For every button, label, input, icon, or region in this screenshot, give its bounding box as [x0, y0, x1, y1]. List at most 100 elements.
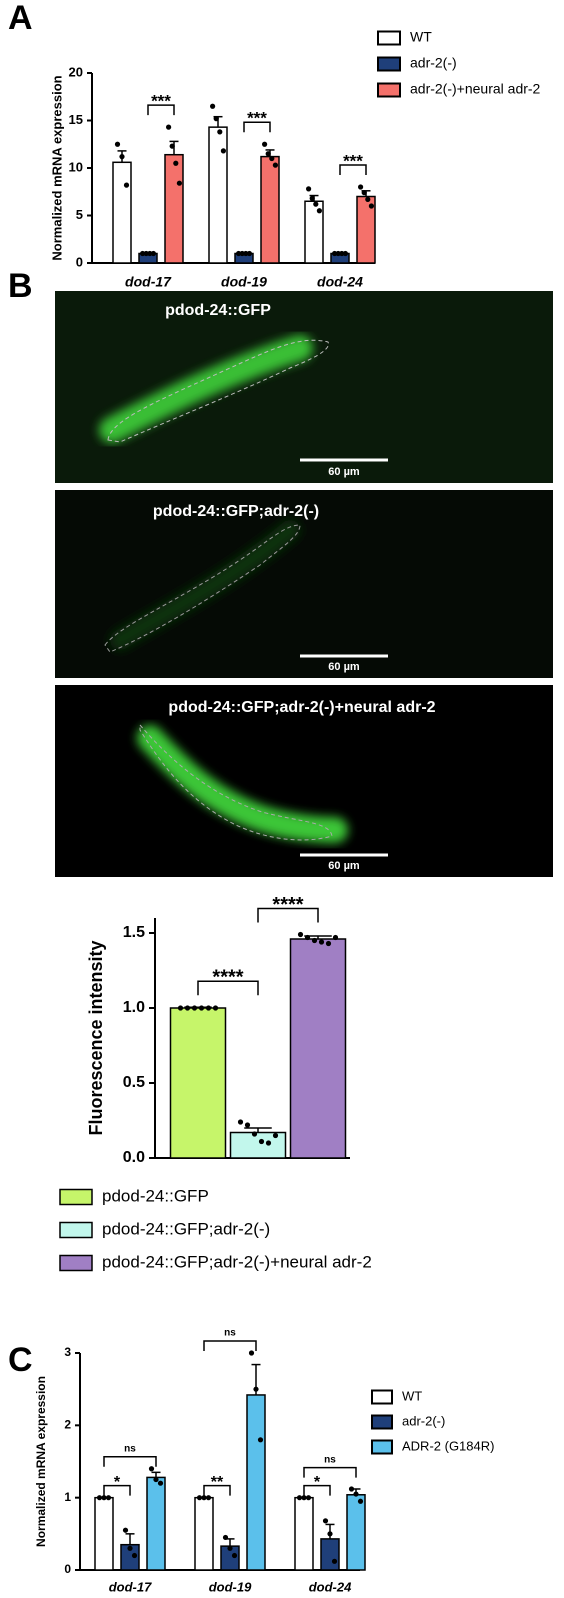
data-point	[331, 1558, 338, 1564]
data-point	[131, 1552, 138, 1559]
data-point	[305, 1495, 312, 1501]
data-point	[114, 141, 121, 147]
data-point	[296, 1495, 303, 1501]
significance-bracket	[303, 1484, 331, 1496]
scale-bar-label: 60 µm	[328, 860, 360, 872]
data-point	[123, 182, 130, 188]
bar	[94, 1496, 114, 1571]
micrograph: pdod-24::GFP;adr-2(-)+neural adr-2 60 µm	[55, 685, 553, 877]
data-point	[318, 939, 325, 945]
data-point	[153, 1476, 159, 1483]
legend-label: pdod-24::GFP	[102, 1186, 209, 1205]
bar	[289, 938, 347, 1159]
y-axis-label: Normalized mRNA expression	[49, 75, 64, 260]
significance-label: ns	[224, 1328, 236, 1339]
data-point	[246, 250, 252, 257]
data-point	[196, 1495, 203, 1501]
legend-swatch	[377, 82, 401, 98]
image-title: pdod-24::GFP	[165, 302, 271, 319]
data-point	[309, 195, 315, 201]
data-point	[358, 184, 364, 190]
bar	[260, 155, 280, 264]
significance-label: ***	[151, 92, 171, 111]
significance-bracket	[103, 1484, 131, 1496]
data-point	[348, 1486, 355, 1492]
significance-bracket	[147, 104, 175, 116]
y-tick-label: 1.5	[123, 924, 145, 941]
y-tick-label: 5	[76, 207, 83, 222]
data-point	[205, 1495, 212, 1501]
micrograph: pdod-24::GFP 60 µm	[55, 291, 553, 483]
data-point	[205, 1005, 212, 1011]
legend-label: WT	[402, 1388, 422, 1403]
significance-label: *	[314, 1474, 321, 1491]
data-point	[177, 1005, 184, 1011]
data-point	[191, 1005, 198, 1011]
data-point	[311, 937, 318, 944]
legend-label: adr-2(-)	[402, 1413, 445, 1428]
data-point	[251, 1131, 258, 1137]
data-point	[332, 250, 338, 257]
y-axis-label: Normalized mRNA expression	[34, 1376, 48, 1547]
data-point	[231, 1552, 238, 1559]
data-point	[213, 116, 219, 122]
data-point	[173, 160, 179, 166]
data-point	[157, 1480, 164, 1486]
data-point	[361, 190, 367, 196]
data-point	[150, 250, 156, 257]
bar	[146, 1476, 166, 1571]
data-point	[313, 201, 319, 207]
bar	[346, 1494, 366, 1571]
data-point	[297, 931, 304, 938]
data-point	[258, 1138, 265, 1145]
bar	[208, 126, 228, 264]
bar	[294, 1496, 314, 1571]
significance-label: ns	[324, 1454, 336, 1465]
data-point	[253, 1386, 259, 1392]
data-point	[339, 250, 345, 257]
legend-swatch	[377, 56, 401, 72]
scale-bar-label: 60 µm	[328, 466, 360, 478]
data-point	[335, 250, 341, 257]
y-tick-label: 0	[64, 1562, 71, 1576]
data-point	[105, 1495, 112, 1501]
bar	[169, 1007, 227, 1159]
y-tick-label: 0.0	[123, 1149, 145, 1166]
x-tick-label: dod-19	[221, 274, 267, 290]
significance-bracket	[339, 164, 367, 175]
significance-label: ***	[247, 109, 267, 128]
data-point	[184, 1005, 191, 1011]
micrograph: pdod-24::GFP;adr-2(-) 60 µm	[55, 490, 553, 678]
data-point	[368, 203, 374, 209]
significance-bracket	[203, 1340, 257, 1351]
data-point	[243, 250, 249, 257]
data-point	[239, 250, 245, 257]
data-point	[210, 103, 216, 109]
data-point	[342, 250, 348, 257]
significance-bracket	[103, 1455, 157, 1467]
legend-label: adr-2(-)	[410, 55, 457, 71]
y-tick-label: 1.0	[123, 999, 145, 1016]
data-point	[257, 1437, 264, 1443]
data-point	[222, 1534, 229, 1541]
data-point	[198, 1005, 205, 1011]
data-point	[119, 154, 125, 160]
bar	[246, 1394, 266, 1571]
data-point	[265, 1140, 272, 1146]
y-tick-label: 3	[64, 1345, 71, 1359]
legend-swatch	[377, 30, 401, 46]
legend-swatch	[59, 1188, 93, 1206]
image-title: pdod-24::GFP;adr-2(-)	[153, 503, 319, 520]
data-point	[262, 141, 268, 147]
legend-swatch	[371, 1414, 393, 1430]
data-point	[237, 1119, 244, 1125]
data-point	[272, 162, 278, 168]
significance-label: ****	[212, 967, 243, 989]
y-tick-label: 2	[64, 1418, 71, 1432]
data-point	[220, 148, 226, 154]
data-point	[201, 1495, 207, 1501]
x-tick-label: dod-17	[109, 1579, 152, 1594]
significance-bracket	[303, 1466, 357, 1478]
data-point	[316, 208, 322, 214]
